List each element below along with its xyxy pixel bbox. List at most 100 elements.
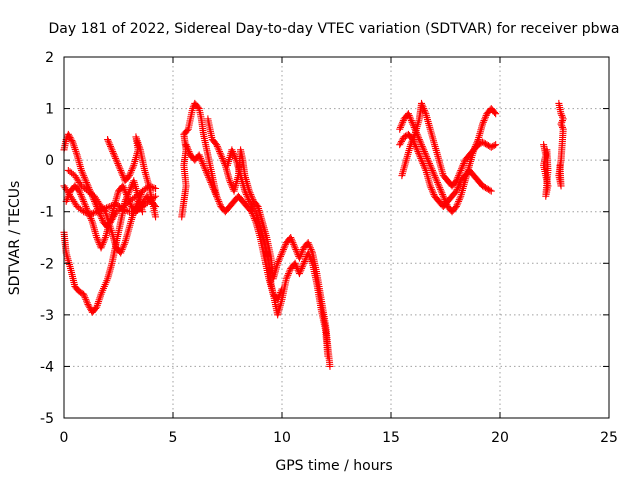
data-point (123, 192, 131, 200)
data-point (420, 148, 428, 156)
data-point (72, 147, 80, 155)
data-point (133, 201, 141, 209)
data-point (78, 194, 86, 202)
data-point (93, 235, 101, 243)
data-point (426, 182, 434, 190)
data-point (408, 137, 416, 145)
data-point (209, 184, 217, 192)
data-point (205, 173, 213, 181)
data-point (396, 125, 404, 133)
data-point (200, 163, 208, 171)
data-point (126, 199, 134, 207)
data-point (71, 145, 79, 153)
data-point (71, 144, 79, 152)
data-point (218, 153, 226, 161)
data-point (129, 163, 137, 171)
data-point (107, 202, 115, 210)
data-point (226, 177, 234, 185)
data-point (455, 196, 463, 204)
data-point (243, 192, 251, 200)
data-point (109, 148, 117, 156)
data-point (216, 199, 224, 207)
data-point (120, 242, 128, 250)
data-point (79, 196, 87, 204)
data-point (183, 142, 191, 150)
data-point (80, 173, 88, 181)
data-point (213, 192, 221, 200)
data-point (83, 297, 91, 305)
data-point (479, 182, 487, 190)
data-point (407, 115, 415, 123)
data-point (431, 172, 439, 180)
data-point (277, 251, 285, 259)
data-point (296, 252, 304, 260)
data-point (418, 101, 426, 109)
data-point (434, 178, 442, 186)
data-point (277, 252, 285, 260)
data-point (558, 123, 566, 131)
data-point (436, 185, 444, 193)
data-point (397, 122, 405, 130)
data-point (280, 244, 288, 252)
data-point (80, 292, 88, 300)
data-point (242, 189, 250, 197)
y-tick-label: -5 (40, 411, 54, 427)
data-point (433, 177, 441, 185)
data-point (135, 196, 143, 204)
data-point (116, 165, 124, 173)
data-point (133, 199, 141, 207)
data-point (152, 213, 160, 221)
data-point (456, 168, 464, 176)
data-point (291, 244, 299, 252)
data-point (229, 148, 237, 156)
data-point (122, 206, 130, 214)
data-point (453, 175, 461, 183)
data-point (428, 187, 436, 195)
data-point (112, 154, 120, 162)
data-point (428, 166, 436, 174)
data-point (287, 235, 295, 243)
data-point (66, 133, 74, 141)
data-point (124, 207, 132, 215)
data-point (213, 194, 221, 202)
data-point (106, 203, 114, 211)
data-point (296, 268, 304, 276)
data-point (79, 170, 87, 178)
data-point (106, 141, 114, 149)
data-point (419, 103, 427, 111)
data-point (86, 210, 94, 218)
data-point (429, 168, 437, 176)
data-point (84, 301, 92, 309)
data-point (91, 208, 99, 216)
data-point (111, 201, 119, 209)
y-tick-label: -3 (40, 308, 54, 324)
data-point (457, 166, 465, 174)
data-point (479, 120, 487, 128)
data-point (97, 244, 105, 252)
data-point (125, 197, 133, 205)
data-point (308, 258, 316, 266)
y-tick-label: -2 (40, 256, 54, 272)
data-point (242, 191, 250, 199)
data-point (481, 113, 489, 121)
data-point (427, 184, 435, 192)
data-point (278, 249, 286, 257)
data-point (93, 208, 101, 216)
data-point (415, 151, 423, 159)
chart-title: Day 181 of 2022, Sidereal Day-to-day VTE… (48, 21, 619, 37)
data-point (289, 239, 297, 247)
x-tick-label: 0 (60, 430, 69, 446)
data-point (197, 154, 205, 162)
data-point (421, 149, 429, 157)
data-point (274, 259, 282, 267)
data-point (122, 191, 130, 199)
data-point (189, 105, 197, 113)
plot-frame (63, 56, 610, 419)
data-point (104, 136, 112, 144)
data-point (420, 105, 428, 113)
series-arc-15 (555, 99, 567, 190)
data-point (110, 151, 118, 159)
data-point (474, 141, 482, 149)
data-point (305, 251, 313, 259)
data-point (407, 117, 415, 125)
